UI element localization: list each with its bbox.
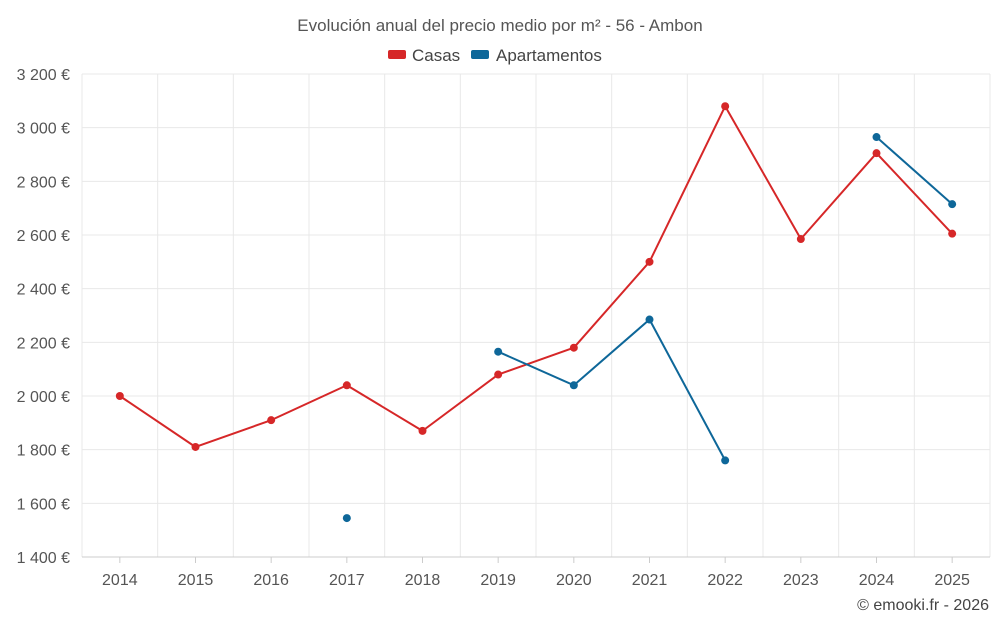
x-axis: 2014 2015 2016 2017 2018 2019 2020 2021 2022 2023…	[82, 556, 990, 589]
data-point-casas	[191, 442, 200, 451]
y-tick-label: 2 600 €	[17, 228, 70, 245]
x-tick-label: 2019	[480, 572, 516, 589]
legend-label-apartamentos[interactable]: Apartamentos	[496, 46, 602, 65]
x-tick-label: 2020	[556, 572, 592, 589]
data-point-casas	[342, 381, 351, 390]
y-axis: 1 400 € 1 600 € 1 800 € 2 000 € 2 200 € 2 400…	[17, 67, 70, 567]
series-line-apartamentos	[875, 136, 953, 205]
x-tick-label: 2018	[405, 572, 441, 589]
data-point-casas	[645, 257, 654, 266]
data-point-casas	[872, 149, 881, 158]
data-point-casas	[796, 235, 805, 244]
y-tick-label: 3 000 €	[17, 121, 70, 138]
y-tick-label: 1 400 €	[17, 550, 70, 567]
series-line-apartamentos	[497, 318, 727, 461]
y-tick-label: 1 800 €	[17, 443, 70, 460]
y-tick-label: 1 600 €	[17, 496, 70, 513]
data-point-apartamentos	[494, 347, 503, 356]
y-tick-label: 3 200 €	[17, 67, 70, 84]
y-tick-label: 2 800 €	[17, 174, 70, 191]
legend-swatch-casas[interactable]	[388, 50, 406, 59]
data-point-casas	[569, 343, 578, 352]
data-point-casas	[948, 229, 957, 238]
legend-swatch-apartamentos[interactable]	[471, 50, 489, 59]
x-tick-label: 2016	[253, 572, 289, 589]
data-point-apartamentos	[569, 381, 578, 390]
data-point-casas	[721, 102, 730, 111]
legend-label-casas[interactable]: Casas	[412, 46, 460, 65]
y-tick-label: 2 200 €	[17, 335, 70, 352]
x-tick-label: 2024	[859, 572, 895, 589]
x-tick-label: 2015	[178, 572, 214, 589]
data-point-apartamentos	[872, 133, 881, 142]
series-group	[115, 102, 957, 523]
x-tick-label: 2022	[707, 572, 743, 589]
x-tick-label: 2014	[102, 572, 138, 589]
gridlines	[81, 73, 991, 557]
y-tick-label: 2 400 €	[17, 282, 70, 299]
legend: Casas Apartamentos	[388, 46, 602, 65]
y-tick-label: 2 000 €	[17, 389, 70, 406]
data-point-apartamentos	[948, 200, 957, 209]
series-line-casas	[119, 105, 953, 448]
data-point-apartamentos	[645, 315, 654, 324]
data-point-casas	[115, 392, 124, 400]
data-point-casas	[267, 416, 276, 425]
data-point-apartamentos	[721, 456, 730, 465]
x-tick-label: 2025	[934, 572, 970, 589]
x-tick-label: 2023	[783, 572, 819, 589]
credit-text: © emooki.fr - 2026	[857, 597, 989, 614]
x-tick-label: 2017	[329, 572, 365, 589]
chart-title: Evolución anual del precio medio por m² …	[297, 16, 702, 35]
data-point-apartamentos	[342, 514, 351, 523]
data-point-casas	[494, 370, 503, 379]
data-point-casas	[418, 426, 427, 435]
x-tick-label: 2021	[632, 572, 668, 589]
